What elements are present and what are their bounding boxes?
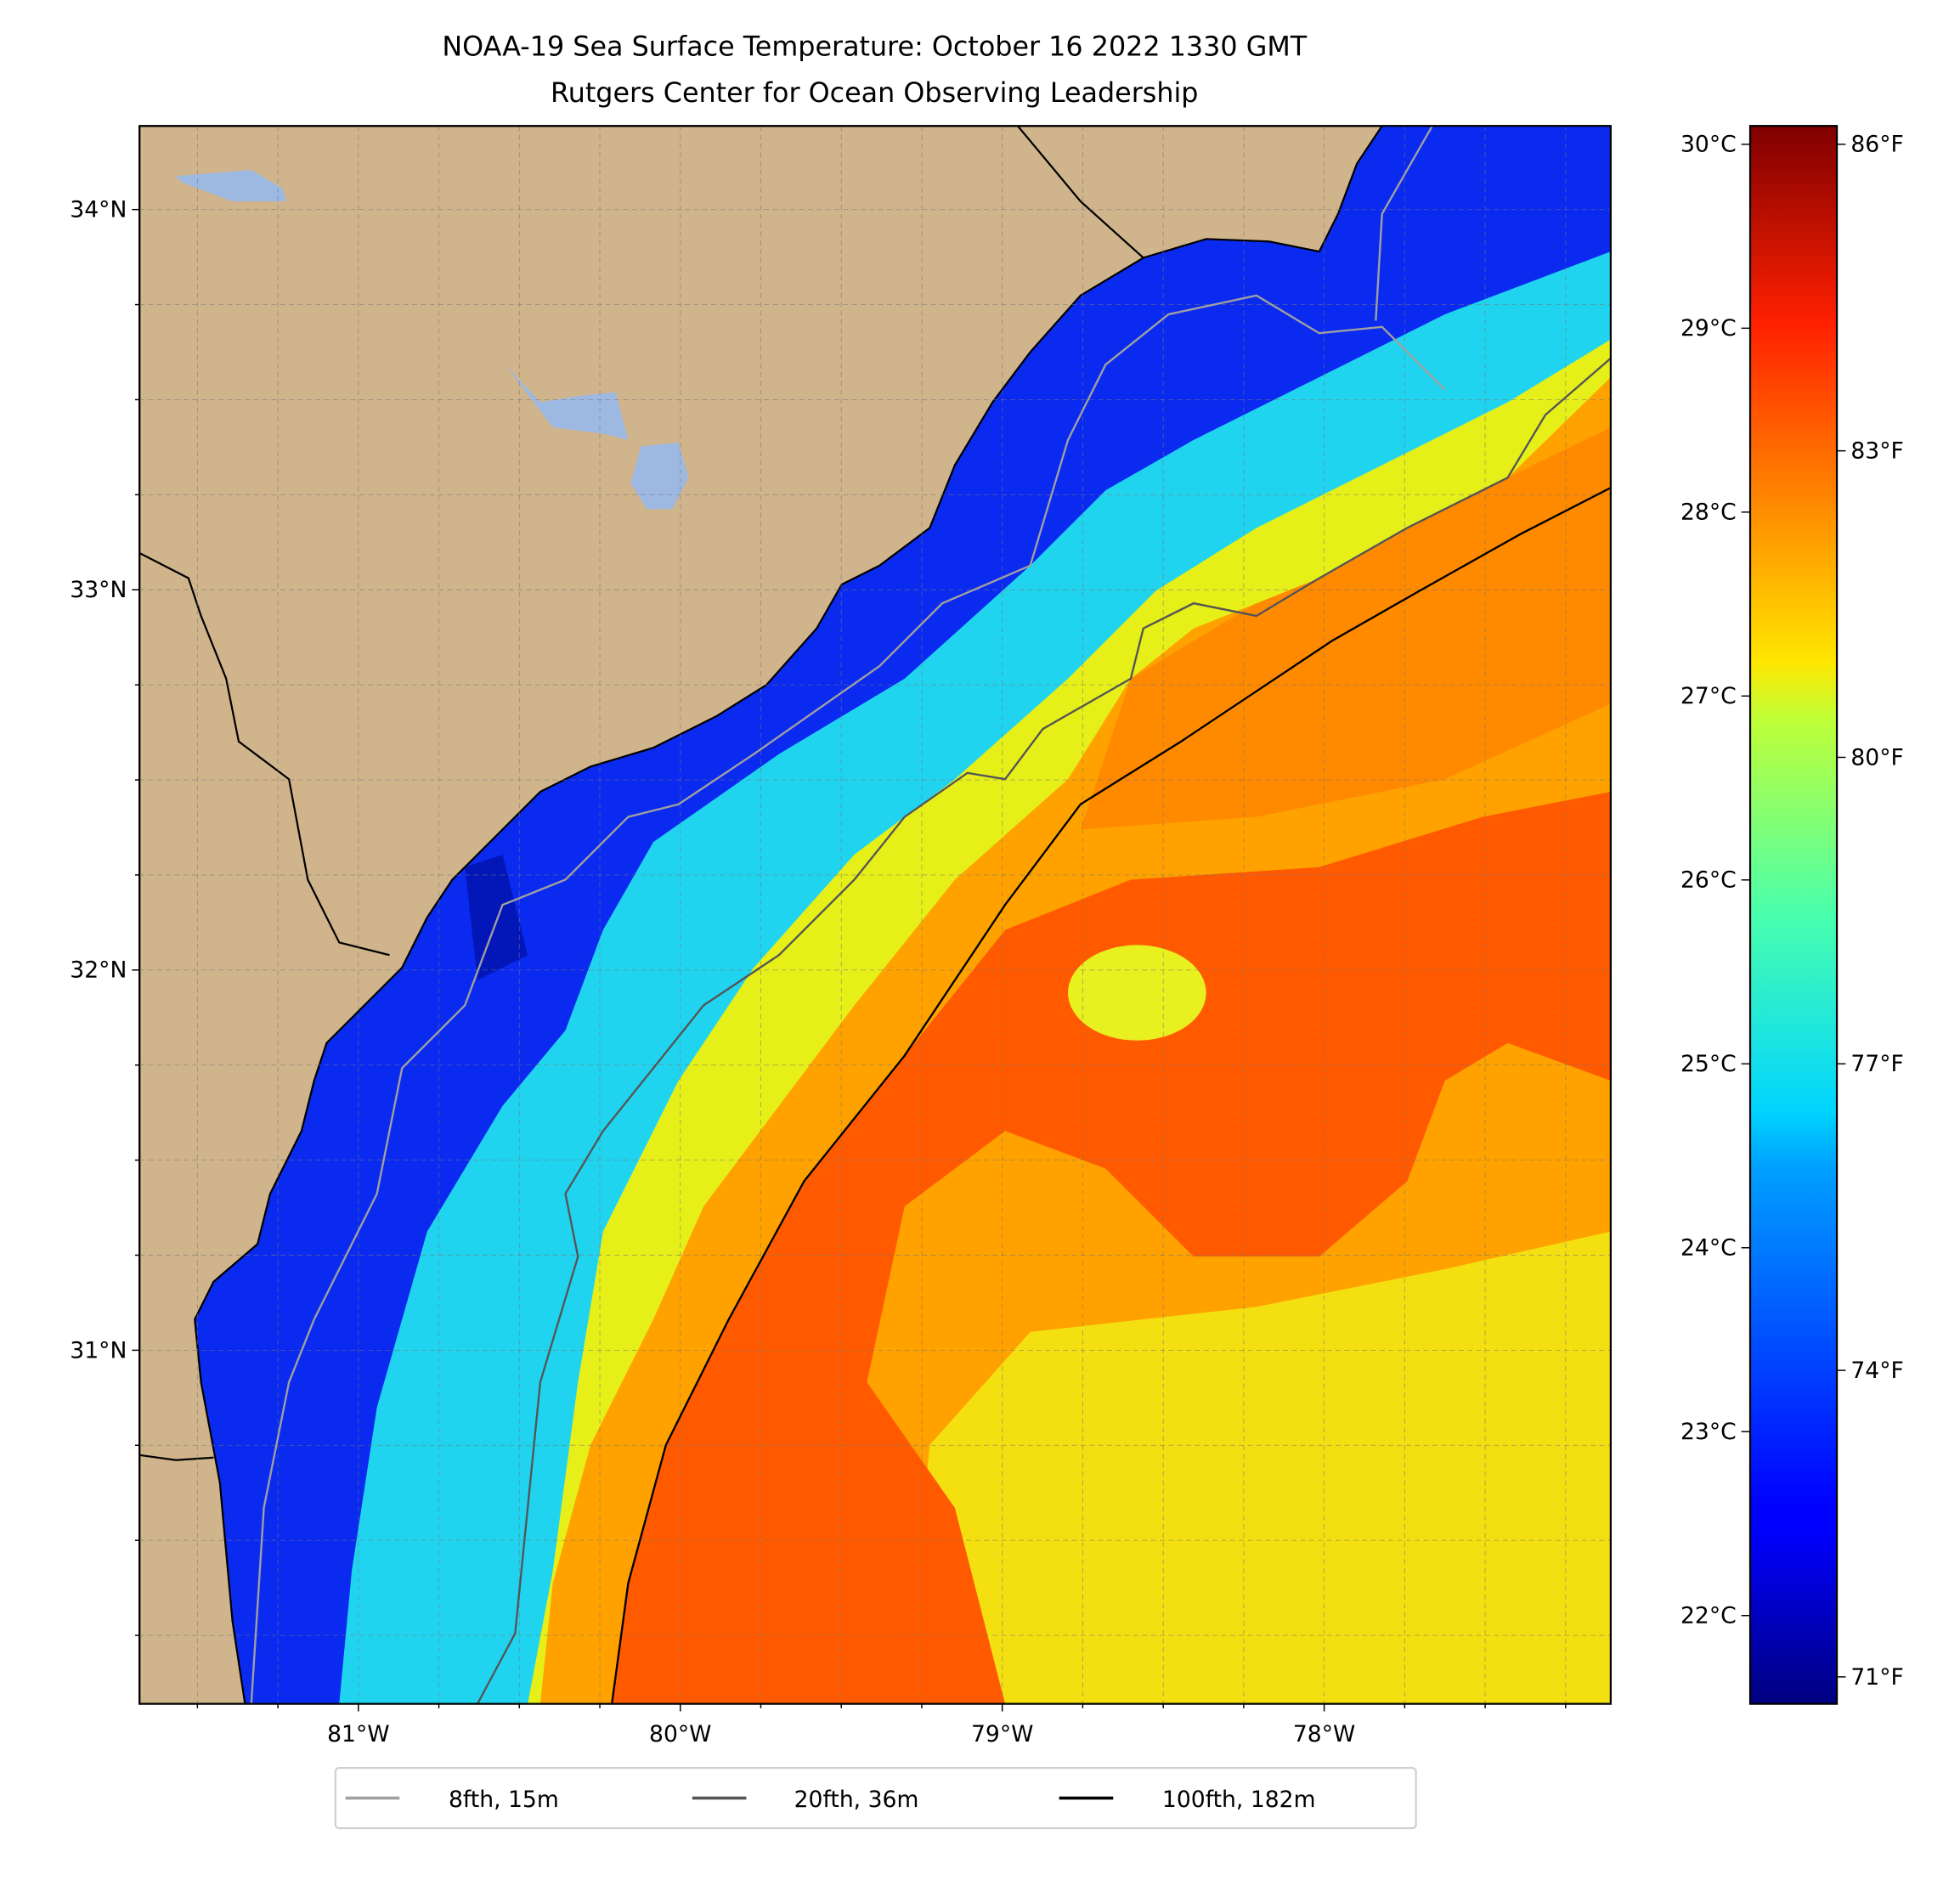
colorbar-label-f: 80°F: [1850, 744, 1903, 771]
contour-8fth: [250, 294, 1446, 1704]
lake-moultrie: [630, 442, 689, 510]
sst-warm-eddy: [1068, 945, 1206, 1041]
y-tick-label: 31°N: [70, 1337, 127, 1363]
chart-subtitle: Rutgers Center for Ocean Observing Leade…: [551, 77, 1198, 109]
y-tick-label: 32°N: [70, 957, 127, 984]
legend-label-8fth: 8fth, 15m: [449, 1787, 559, 1813]
sst-yellow-southeast: [904, 1231, 1611, 1704]
x-tick-label: 81°W: [327, 1721, 389, 1747]
state-border-ga-fl: [139, 1454, 214, 1461]
sst-gulf-stream: [612, 791, 1611, 1704]
y-tick-label: 33°N: [70, 577, 127, 603]
lake-north: [176, 169, 287, 201]
colorbar-label-c: 28°C: [1680, 500, 1737, 526]
colorbar: [1748, 125, 1839, 1705]
legend-label-20fth: 20fth, 36m: [794, 1787, 919, 1813]
colorbar-label-f: 86°F: [1850, 132, 1903, 158]
sst-offshore-orange-north: [1080, 427, 1611, 830]
map-area: [139, 126, 1611, 1704]
sst-coastal-dark-blue: [465, 854, 528, 980]
colorbar-label-c: 23°C: [1680, 1419, 1737, 1445]
colorbar-label-c: 24°C: [1680, 1235, 1737, 1262]
x-tick-label: 79°W: [971, 1721, 1033, 1747]
x-tick-label: 78°W: [1293, 1721, 1355, 1747]
chart-title: NOAA-19 Sea Surface Temperature: October…: [442, 31, 1307, 62]
colorbar-ticks: 22°C 23°C 24°C 25°C 26°C 27°C 28°C 29°C 30°C 71°F…: [1680, 132, 1904, 1691]
gridlines: [139, 126, 1611, 1704]
colorbar-label-c: 27°C: [1680, 683, 1737, 709]
colorbar-label-c: 30°C: [1680, 132, 1737, 158]
lake-marion: [505, 364, 629, 440]
colorbar-label-c: 22°C: [1680, 1603, 1737, 1629]
map-frame: [138, 125, 1612, 1705]
x-tick-label: 80°W: [649, 1721, 711, 1747]
contour-20fth: [476, 357, 1611, 1704]
land: [139, 126, 1384, 1704]
colorbar-label-f: 74°F: [1850, 1358, 1903, 1384]
contour-8fth-north: [1375, 126, 1433, 321]
legend-box: [334, 1766, 1417, 1830]
state-border-nc-sc: [1017, 126, 1144, 259]
axis-ticks: 81°W 80°W 79°W 78°W 34°N 33°N 32°N 31°N: [70, 197, 1567, 1747]
colorbar-label-f: 71°F: [1850, 1664, 1903, 1691]
state-border: [139, 552, 390, 957]
contour-100fth: [611, 487, 1611, 1704]
colorbar-label-c: 29°C: [1680, 315, 1737, 342]
colorbar-label-f: 83°F: [1850, 438, 1903, 465]
colorbar-label-c: 26°C: [1680, 867, 1737, 894]
y-tick-label: 34°N: [70, 197, 127, 223]
colorbar-label-c: 25°C: [1680, 1051, 1737, 1077]
legend-label-100fth: 100fth, 182m: [1162, 1787, 1316, 1813]
legend: 8fth, 15m 20fth, 36m 100fth, 182m: [334, 1766, 1417, 1830]
colorbar-label-f: 77°F: [1850, 1051, 1903, 1077]
